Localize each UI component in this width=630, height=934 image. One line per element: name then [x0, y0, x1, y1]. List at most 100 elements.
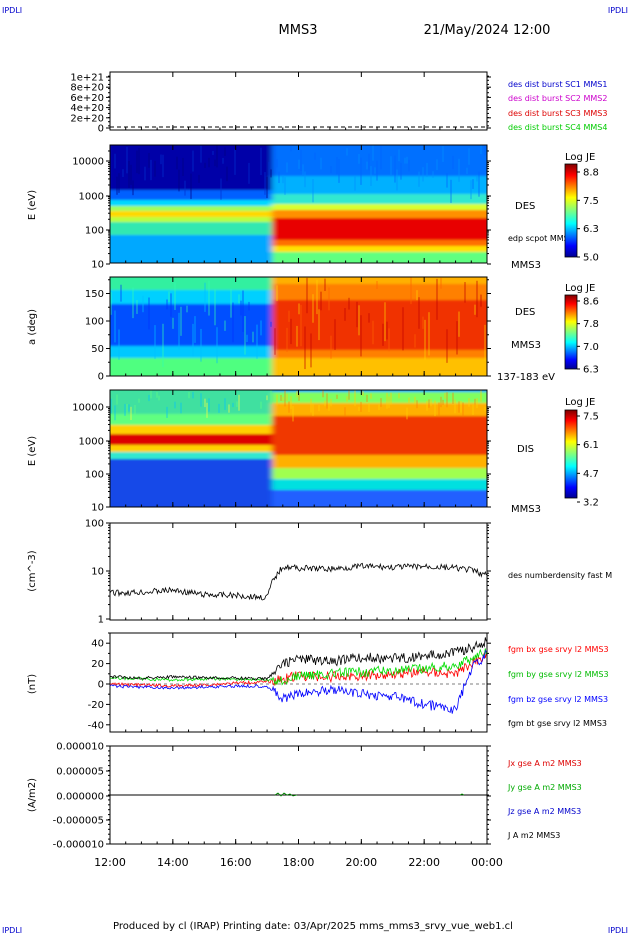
- colorbar-tick-label: 7.5: [583, 196, 599, 207]
- y-tick-label: -20: [88, 700, 104, 711]
- y-tick-label: -40: [88, 720, 104, 731]
- jy-legend: Jy gse A m2 MMS3: [507, 783, 582, 792]
- by-series-line: [109, 648, 487, 686]
- corner-label-bottom-left: IPDLI: [2, 926, 22, 934]
- y-axis-ticks: 100 10 1: [85, 519, 491, 626]
- y-tick-label: 10000: [72, 403, 104, 414]
- y-tick-label: 20: [91, 659, 104, 670]
- colorbar-title: Log JE: [565, 397, 595, 408]
- colorbar-tick-label: 7.0: [583, 342, 599, 353]
- corner-label-top-left: IPDLI: [2, 6, 22, 15]
- bt-series-line: [109, 637, 487, 681]
- energy-range-label: 137-183 eV: [497, 372, 555, 383]
- x-tick-label: 22:00: [408, 856, 440, 869]
- y-tick-label: -0.000010: [53, 840, 104, 851]
- footer-credit: Produced by cl (IRAP) Printing date: 03/…: [113, 921, 513, 932]
- y-tick-label: 0.000000: [56, 792, 104, 803]
- y-axis-ticks: 40 20 0 -20 -40: [88, 632, 491, 731]
- y-axis-label: (cm^-3): [27, 550, 38, 591]
- y-tick-label: 40: [91, 639, 104, 650]
- x-tick-label: 18:00: [283, 856, 315, 869]
- colorbar-title: Log JE: [565, 152, 595, 163]
- y-axis-label: a (deg): [27, 309, 38, 345]
- y-tick-label: 0.000005: [56, 767, 104, 778]
- y-tick-label: 0: [98, 372, 104, 383]
- y-tick-label: 100: [85, 226, 104, 237]
- current-trace-noise: [274, 792, 465, 797]
- bz-legend: fgm bz gse srvy l2 MMS3: [508, 695, 608, 704]
- y-tick-label: 150: [85, 289, 104, 300]
- panel-current-density: 0.000010 0.000005 0.000000 -0.000005 -0.0000…: [27, 742, 582, 851]
- burst-legend-mms2: des dist burst SC2 MMS2: [508, 94, 607, 103]
- x-tick-label: 20:00: [345, 856, 377, 869]
- colorbar-tick-label: 6.3: [583, 365, 599, 376]
- panel-dis-energy: 10000 1000 100 10 E (eV) DIS MMS3 Log JE 7.…: [27, 389, 599, 515]
- y-axis-ticks: 10000 1000 100 10: [72, 403, 491, 514]
- y-axis-label: (A/m2): [27, 778, 38, 812]
- y-tick-label: -0.000005: [53, 816, 104, 827]
- colorbar-tick-label: 7.8: [583, 319, 599, 330]
- x-tick-label: 12:00: [94, 856, 126, 869]
- colorbar-tick-label: 7.5: [583, 412, 599, 423]
- colorbar-title: Log JE: [565, 283, 595, 294]
- y-tick-label: 50: [91, 344, 104, 355]
- colorbar-ticks: 8.6 7.8 7.0 6.3: [577, 297, 599, 376]
- colorbar-tick-label: 5.0: [583, 253, 599, 264]
- bz-series-line: [109, 649, 487, 714]
- y-tick-label: 6e+20: [70, 93, 104, 104]
- y-axis-label: E (eV): [27, 190, 38, 220]
- y-axis-ticks: 0.000010 0.000005 0.000000 -0.000005 -0.0000…: [53, 742, 491, 851]
- colorbar-tick-label: 4.7: [583, 469, 599, 480]
- panel-des-pitch-angle: 150 100 50 0 a (deg) DES MMS3 137-183 eV Lo…: [27, 276, 599, 383]
- y-tick-label: 2e+20: [70, 113, 104, 124]
- species-label: DES: [515, 307, 535, 318]
- y-tick-label: 10: [91, 503, 104, 514]
- panel-frame: [109, 522, 488, 621]
- y-tick-label: 4e+20: [70, 103, 104, 114]
- y-axis-label: E (eV): [27, 436, 38, 466]
- colorbar: [564, 409, 578, 499]
- density-legend: des numberdensity fast M: [508, 571, 612, 580]
- y-axis-label: (nT): [27, 674, 38, 694]
- colorbar: [564, 294, 578, 370]
- bt-legend: fgm bt gse srvy l2 MMS3: [508, 719, 607, 728]
- y-tick-label: 10: [91, 567, 104, 578]
- by-legend: fgm by gse srvy l2 MMS3: [508, 670, 609, 679]
- y-tick-label: 100: [85, 519, 104, 530]
- colorbar-ticks: 8.8 7.5 6.3 5.0: [577, 168, 599, 264]
- species-label: DIS: [517, 444, 534, 455]
- y-tick-label: 0.000010: [56, 742, 104, 753]
- plot-datetime: 21/May/2024 12:00: [424, 23, 551, 38]
- density-series-line: [109, 562, 487, 601]
- j-legend: J A m2 MMS3: [507, 831, 560, 840]
- colorbar: [564, 163, 578, 258]
- colorbar-tick-label: 6.1: [583, 440, 599, 451]
- spacecraft-label: MMS3: [511, 340, 541, 351]
- y-tick-label: 10: [91, 260, 104, 271]
- y-tick-label: 1e+21: [70, 73, 104, 84]
- panel-magnetic-field: 40 20 0 -20 -40 (nT) fgm bx gse srvy l2 MMS3…: [27, 632, 609, 733]
- y-tick-label: 1: [98, 615, 104, 626]
- y-tick-label: 0: [98, 124, 104, 135]
- scpot-label: edp scpot MMS3: [508, 234, 574, 243]
- jz-legend: Jz gse A m2 MMS3: [507, 807, 581, 816]
- burst-legend-mms1: des dist burst SC1 MMS1: [508, 80, 607, 89]
- plot-title: MMS3: [279, 23, 318, 38]
- x-tick-label: 00:00: [471, 856, 503, 869]
- burst-legend-mms3: des dist burst SC3 MMS3: [508, 109, 607, 118]
- y-tick-label: 100: [85, 317, 104, 328]
- spacecraft-label: MMS3: [511, 504, 541, 515]
- panel-frame: [109, 71, 488, 131]
- y-tick-label: 10000: [72, 157, 104, 168]
- y-axis-ticks: 10000 1000 100 10: [72, 150, 491, 271]
- x-axis: 12:00 14:00 16:00 18:00 20:00 22:00 00:00: [94, 72, 503, 869]
- spacecraft-label: MMS3: [511, 260, 541, 271]
- colorbar-tick-label: 6.3: [583, 224, 599, 235]
- panel-des-energy: 10000 1000 100 10 E (eV) DES edp scpot MMS3…: [27, 144, 599, 271]
- jx-legend: Jx gse A m2 MMS3: [507, 759, 582, 768]
- corner-label-bottom-right: IPDLI: [608, 926, 628, 934]
- colorbar-tick-label: 8.6: [583, 297, 599, 308]
- colorbar-tick-label: 8.8: [583, 168, 599, 179]
